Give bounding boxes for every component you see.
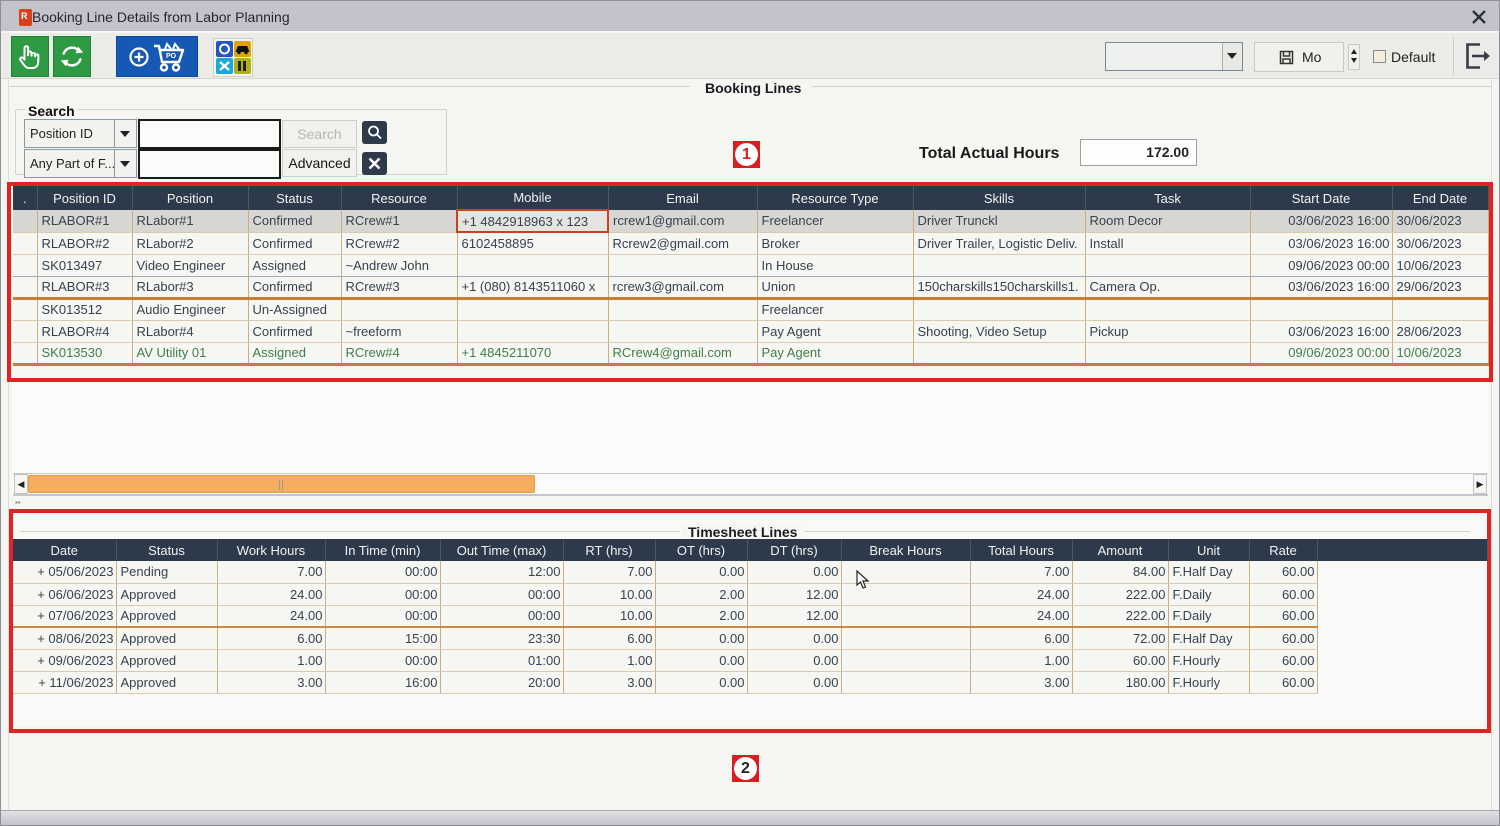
svg-text:PO: PO — [166, 53, 177, 60]
